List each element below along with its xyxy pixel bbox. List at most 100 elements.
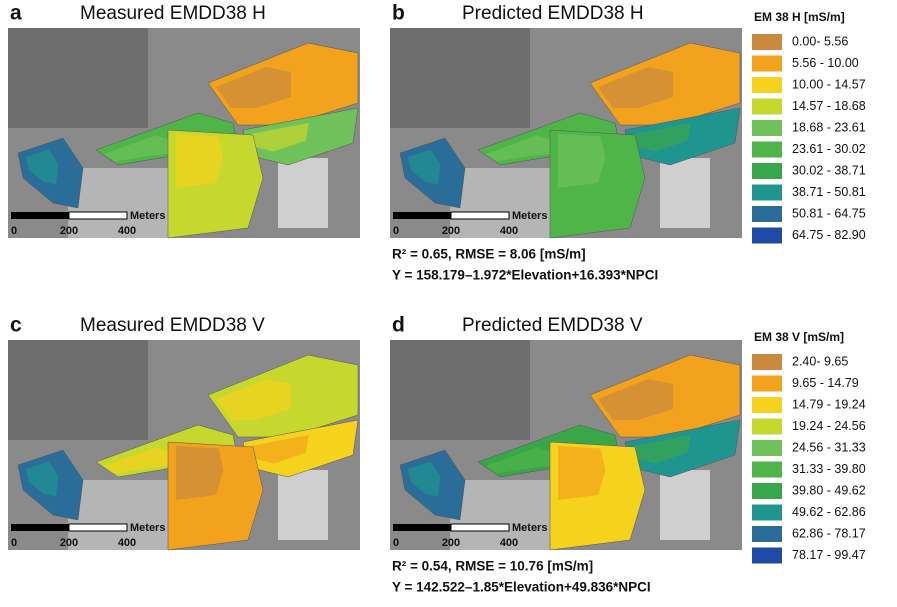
map-texture	[68, 480, 168, 550]
legend-swatch	[752, 98, 782, 115]
map-texture	[660, 470, 710, 540]
legend-label: 19.24 - 24.56	[792, 419, 866, 433]
scale-unit: Meters	[130, 210, 165, 222]
legend-label: 49.62 - 62.86	[792, 505, 866, 519]
scale-bar-white	[68, 211, 128, 220]
map-texture	[8, 340, 148, 440]
panel-title: Measured EMDD38 V	[80, 315, 265, 336]
scale-tick: 200	[442, 537, 460, 549]
field-patch	[216, 67, 291, 108]
map-texture	[450, 480, 550, 550]
field-patch	[598, 67, 673, 108]
map-image: Meters 0 200 400	[8, 28, 360, 239]
legend-swatch	[752, 440, 782, 456]
scale-bar-black	[11, 212, 69, 219]
map-image: Meters 0 200 400	[8, 340, 360, 551]
legend-label: 14.79 - 19.24	[792, 397, 866, 411]
legend-title: EM 38 H [mS/m]	[754, 10, 845, 24]
panel-letter: b	[392, 2, 405, 25]
map-texture	[450, 168, 550, 238]
legend-swatch	[752, 418, 782, 435]
legend-swatch	[752, 184, 782, 201]
legend-label: 62.86 - 78.17	[792, 526, 866, 540]
legend-swatch	[752, 504, 782, 521]
legend-swatch	[752, 206, 782, 222]
scale-tick: 200	[60, 537, 78, 549]
panel-title: Measured EMDD38 H	[80, 3, 266, 24]
scale-tick: 0	[393, 537, 399, 549]
legend-label: 23.61 - 30.02	[792, 142, 866, 156]
scale-tick: 400	[118, 537, 136, 549]
scale-bar-black	[393, 524, 451, 531]
field-patch	[104, 135, 175, 162]
legend-label: 2.40- 9.65	[792, 354, 848, 368]
legend-swatch	[752, 526, 782, 542]
map-texture	[390, 340, 530, 440]
legend-swatch	[752, 354, 782, 370]
field-patch	[26, 461, 59, 497]
scale-bar-white	[68, 523, 128, 532]
field-patch	[251, 435, 309, 464]
model-stat: R² = 0.65, RMSE = 8.06 [mS/m]	[392, 247, 586, 262]
legend-swatch	[752, 55, 782, 72]
legend-swatch	[752, 483, 782, 499]
legend-title: EM 38 V [mS/m]	[754, 330, 844, 344]
scale-tick: 400	[500, 225, 518, 237]
legend-swatch	[752, 77, 782, 93]
legend-swatch	[752, 34, 782, 50]
panel-letter: c	[10, 314, 22, 337]
legend-swatch	[752, 547, 782, 564]
model-stat: R² = 0.54, RMSE = 10.76 [mS/m]	[392, 559, 593, 574]
field-patch	[633, 435, 691, 464]
scale-bar-white	[450, 523, 510, 532]
scale-tick: 400	[500, 537, 518, 549]
scale-tick: 0	[11, 537, 17, 549]
legend-label: 50.81 - 64.75	[792, 206, 866, 220]
scale-tick: 0	[11, 225, 17, 237]
legend-swatch	[752, 397, 782, 413]
scale-unit: Meters	[130, 522, 165, 534]
legend-swatch	[752, 141, 782, 158]
field-patch	[408, 149, 441, 185]
field-patch	[633, 123, 691, 152]
map-image: Meters 0 200 400	[390, 28, 742, 239]
legend-label: 78.17 - 99.47	[792, 548, 866, 562]
legend-swatch	[752, 375, 782, 392]
legend-label: 18.68 - 23.61	[792, 120, 866, 134]
field-patch	[558, 446, 606, 500]
legend-swatch	[752, 163, 782, 179]
scale-tick: 200	[442, 225, 460, 237]
legend-label: 39.80 - 49.62	[792, 483, 866, 497]
panel-letter: d	[392, 314, 405, 337]
field-patch	[408, 461, 441, 497]
field-patch	[26, 149, 59, 185]
legend-label: 0.00- 5.56	[792, 34, 848, 48]
panel-title: Predicted EMDD38 V	[462, 315, 643, 336]
scale-unit: Meters	[512, 522, 547, 534]
legend-label: 64.75 - 82.90	[792, 228, 866, 242]
legend-swatch	[752, 461, 782, 478]
field-patch	[486, 135, 557, 162]
scale-bar-black	[393, 212, 451, 219]
field-patch	[176, 134, 224, 188]
map-texture	[390, 28, 530, 128]
field-patch	[251, 123, 309, 152]
legend-label: 38.71 - 50.81	[792, 185, 866, 199]
scale-tick: 0	[393, 225, 399, 237]
scale-bar-black	[11, 524, 69, 531]
legend-label: 5.56 - 10.00	[792, 56, 859, 70]
field-patch	[176, 446, 224, 500]
legend-label: 14.57 - 18.68	[792, 99, 866, 113]
map-image: Meters 0 200 400	[390, 340, 742, 551]
legend-label: 24.56 - 31.33	[792, 440, 866, 454]
map-texture	[278, 470, 328, 540]
legend-label: 10.00 - 14.57	[792, 77, 866, 91]
scale-tick: 400	[118, 225, 136, 237]
legend-label: 9.65 - 14.79	[792, 376, 859, 390]
legend-swatch	[752, 227, 782, 244]
scale-tick: 200	[60, 225, 78, 237]
field-patch	[104, 447, 175, 474]
field-patch	[598, 379, 673, 420]
legend-label: 30.02 - 38.71	[792, 163, 866, 177]
